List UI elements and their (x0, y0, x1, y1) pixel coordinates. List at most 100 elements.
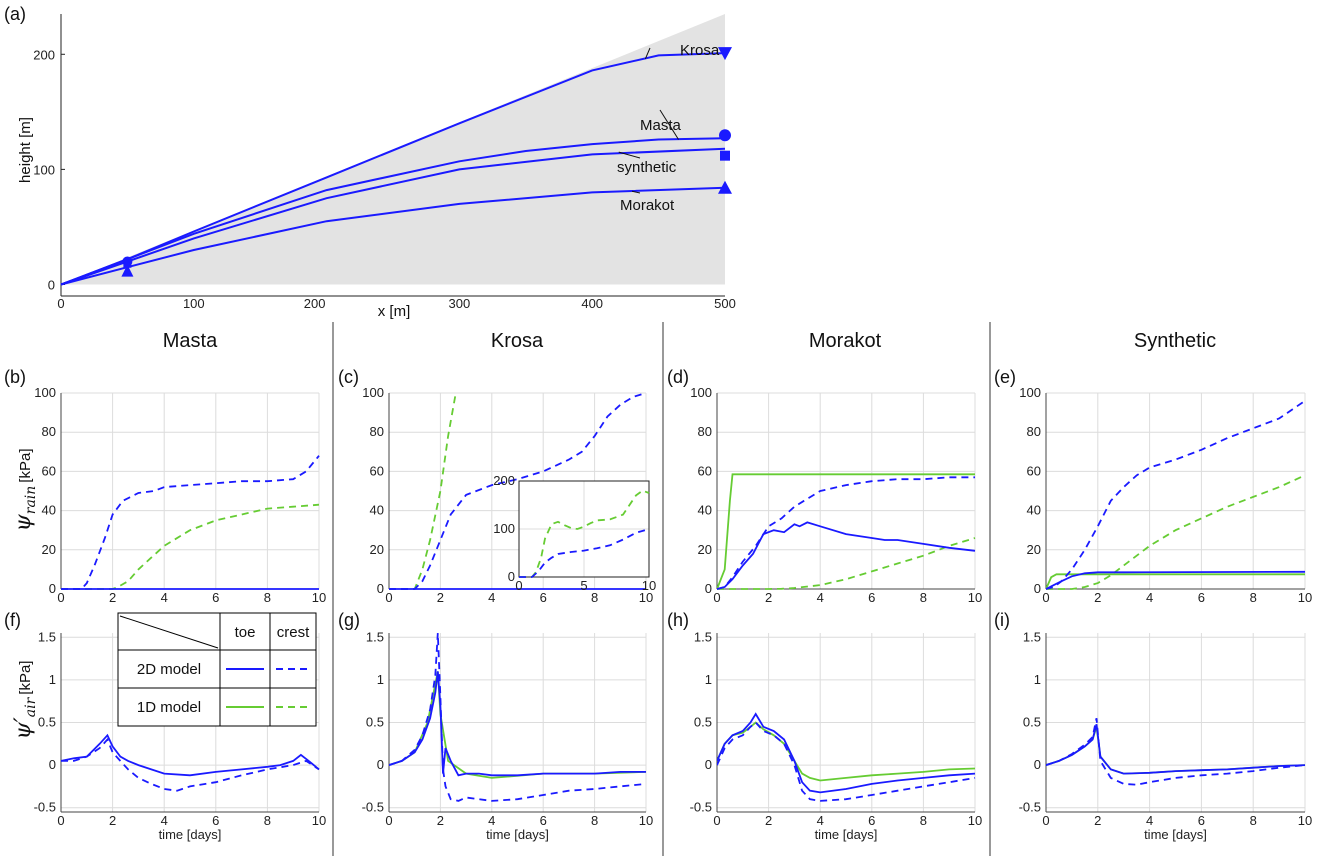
crest-marker (718, 180, 732, 194)
panel-a-profiles: 0 100 200 300 400 500 0 100 200 Krosa Masta synthet… (33, 14, 736, 311)
y-tick-label: -0.5 (690, 800, 712, 815)
panel-label-c: (c) (338, 367, 359, 387)
rain-ylabel: ψrain[kPa] (11, 449, 39, 532)
y-tick-label: 0.5 (38, 715, 56, 730)
x-tick-label: 0 (1042, 813, 1049, 828)
y-tick-label: 40 (1027, 503, 1041, 518)
x-tick-label: 0 (385, 813, 392, 828)
y-tick-label: 0 (705, 581, 712, 596)
x-tick-label: 10 (639, 590, 653, 605)
plot-area (1046, 393, 1305, 589)
x-tick-label: 400 (581, 296, 603, 311)
x-tick-label: 6 (212, 590, 219, 605)
x-tick-label: 0 (385, 590, 392, 605)
x-tick-label: 4 (817, 813, 824, 828)
x-tick-label: 0 (57, 590, 64, 605)
y-tick-label: 40 (698, 503, 712, 518)
y-tick-label: 80 (1027, 424, 1041, 439)
x-tick-label: 10 (312, 813, 326, 828)
x-tick-label: 8 (591, 813, 598, 828)
x-axis-label: time [days] (815, 827, 878, 842)
series-1d-crest (717, 537, 976, 590)
x-tick-label: 500 (714, 296, 736, 311)
x-tick-label: 2 (765, 813, 772, 828)
inset-x-tick: 0 (515, 578, 522, 593)
series-2d-crest (519, 528, 650, 578)
y-tick-label: 1.5 (1023, 629, 1041, 644)
series-1d-toe (717, 473, 975, 590)
x-tick-label: 10 (1298, 590, 1312, 605)
y-tick-label: 60 (698, 463, 712, 478)
x-tick-label: 8 (591, 590, 598, 605)
annotation-label: Masta (640, 117, 682, 134)
inset-x-tick: 10 (642, 578, 656, 593)
y-tick-label: 1 (705, 672, 712, 687)
y-tick-label: 60 (42, 463, 56, 478)
panel-label-e: (e) (994, 367, 1016, 387)
y-tick-label: 0 (1034, 757, 1041, 772)
column-title-morakot: Morakot (809, 330, 882, 352)
legend-row-1d: 1D model (137, 699, 201, 716)
x-tick-label: 4 (161, 590, 168, 605)
x-tick-label: 6 (1198, 813, 1205, 828)
panel-a-ylabel: height [m] (17, 117, 34, 183)
inset-x-tick: 5 (580, 578, 587, 593)
x-tick-label: 300 (449, 296, 471, 311)
y-tick-label: 1.5 (694, 629, 712, 644)
y-tick-label: 100 (1019, 385, 1041, 400)
column-title-synthetic: Synthetic (1134, 330, 1216, 352)
series-2d-toe (1046, 723, 1306, 775)
x-tick-label: 8 (920, 813, 927, 828)
series-2d-crest (389, 632, 647, 802)
y-tick-label: 0 (1034, 581, 1041, 596)
y-tick-label: 60 (1027, 463, 1041, 478)
x-tick-label: 2 (1094, 813, 1101, 828)
x-tick-label: 0 (713, 813, 720, 828)
inset-y-tick: 200 (493, 473, 515, 488)
x-tick-label: 4 (1146, 813, 1153, 828)
y-tick-label: 40 (42, 503, 56, 518)
crest-marker (720, 150, 730, 161)
x-tick-label: 2 (765, 590, 772, 605)
y-tick-label: 80 (698, 424, 712, 439)
crest-marker (718, 47, 732, 61)
y-tick-label: 20 (1027, 542, 1041, 557)
series-1d-crest (61, 503, 320, 590)
x-tick-label: 10 (312, 590, 326, 605)
series-2d-crest (61, 737, 320, 792)
profile-line-masta (60, 137, 726, 286)
x-tick-label: 2 (109, 590, 116, 605)
panel-label-f: (f) (4, 610, 21, 630)
series-2d-crest (1046, 718, 1306, 786)
y-tick-label: 1.5 (38, 629, 56, 644)
column-title-krosa: Krosa (491, 330, 544, 352)
y-tick-label: 80 (370, 424, 384, 439)
toe-marker (123, 259, 132, 268)
y-tick-label: 0 (705, 757, 712, 772)
series-2d-toe (717, 521, 976, 590)
x-tick-label: 6 (540, 590, 547, 605)
y-tick-label: 20 (42, 542, 56, 557)
x-axis-label: time [days] (1144, 827, 1207, 842)
x-tick-label: 8 (920, 590, 927, 605)
x-tick-label: 6 (868, 813, 875, 828)
annotation-label: synthetic (617, 159, 677, 176)
y-tick-label: 1 (1034, 672, 1041, 687)
series-2d-toe (389, 671, 646, 777)
series-2d-crest (717, 476, 975, 590)
legend-header-toe: toe (235, 624, 256, 641)
y-tick-label: 0 (48, 277, 55, 292)
y-tick-label: 100 (690, 385, 712, 400)
air-ylabel: ψ′air[kPa] (11, 661, 39, 740)
x-tick-label: 6 (1198, 590, 1205, 605)
x-tick-label: 2 (1094, 590, 1101, 605)
plot-area (717, 393, 975, 589)
panel-label-a: (a) (4, 4, 26, 24)
x-tick-label: 0 (57, 813, 64, 828)
